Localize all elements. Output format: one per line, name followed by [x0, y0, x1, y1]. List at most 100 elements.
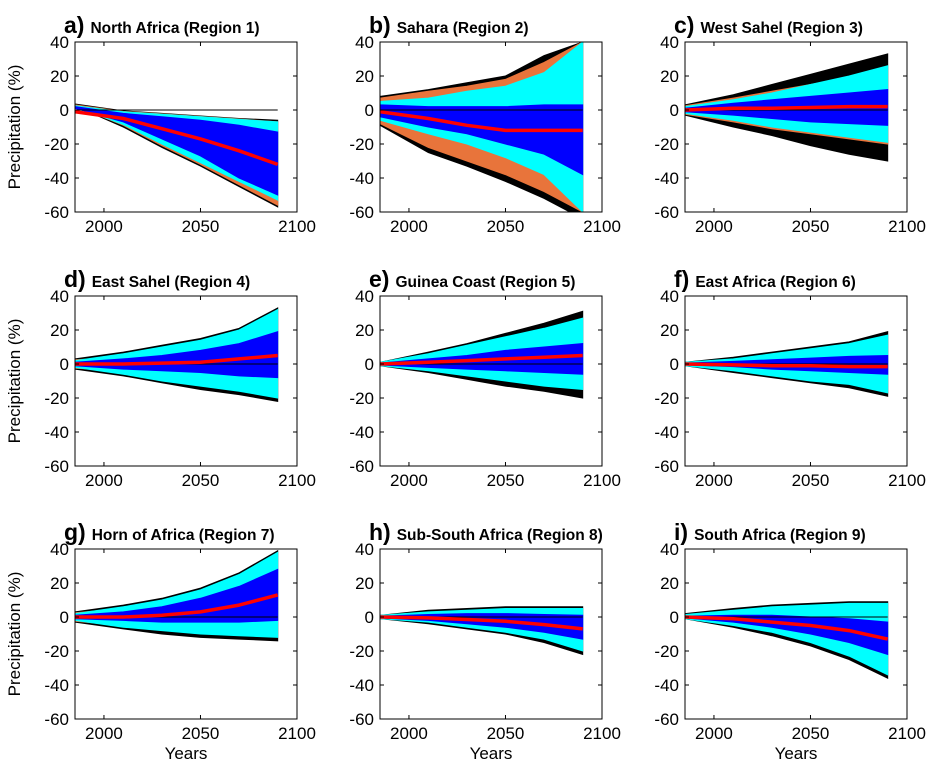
y-tick-label: -20 [44, 642, 69, 661]
y-tick-label: 20 [355, 574, 374, 593]
y-tick-label: -60 [44, 203, 69, 222]
y-tick-label: 0 [365, 355, 374, 374]
median-line [380, 615, 583, 631]
y-tick-label: 20 [50, 321, 69, 340]
median-line [685, 362, 888, 369]
x-tick-label: 2050 [487, 217, 525, 236]
x-tick-label: 2000 [695, 217, 733, 236]
y-tick-label: 0 [365, 608, 374, 627]
y-tick-label: 40 [50, 287, 69, 306]
x-tick-label: 2050 [487, 471, 525, 490]
y-tick-label: -20 [654, 135, 679, 154]
y-tick-label: 40 [660, 287, 679, 306]
panel-region-name: West Sahel (Region 3) [700, 20, 863, 37]
panel-letter: h) [369, 519, 391, 545]
panel-letter: f) [674, 266, 689, 292]
x-tick-label: 2100 [583, 724, 621, 743]
axes-box [379, 41, 603, 213]
y-tick-label: 40 [355, 540, 374, 559]
y-tick-label: -40 [349, 169, 374, 188]
x-tick-label: 2100 [278, 217, 316, 236]
x-tick-label: 2000 [390, 471, 428, 490]
plot-area [380, 310, 584, 399]
plot-area [380, 606, 584, 656]
y-axis-label: Precipitation (%) [5, 319, 24, 444]
x-tick-label: 2000 [390, 217, 428, 236]
y-tick-label: 20 [355, 321, 374, 340]
panel-title: h) Sub-South Africa (Region 8) [369, 519, 603, 545]
panel-region-name: East Africa (Region 6) [695, 274, 856, 291]
axes-box [379, 548, 603, 720]
x-tick-label: 2100 [888, 724, 926, 743]
plot-area [380, 42, 584, 212]
y-tick-label: -20 [654, 642, 679, 661]
x-tick-label: 2100 [583, 471, 621, 490]
y-tick-label: -40 [654, 676, 679, 695]
band-blue [380, 104, 584, 176]
plot-area [75, 549, 279, 642]
panel-title: c) West Sahel (Region 3) [674, 12, 863, 38]
y-tick-label: 20 [660, 321, 679, 340]
band-blue [685, 614, 889, 656]
plot-area [685, 331, 889, 397]
median-line [75, 109, 279, 167]
panel-title: g) Horn of Africa (Region 7) [64, 519, 275, 545]
y-tick-label: -40 [349, 676, 374, 695]
y-tick-label: -20 [654, 389, 679, 408]
panel-letter: i) [674, 519, 688, 545]
median-line [685, 104, 888, 112]
panel-title: f) East Africa (Region 6) [674, 266, 856, 292]
panel-title: e) Guinea Coast (Region 5) [369, 266, 575, 292]
axes-box [684, 295, 908, 467]
panel-letter: e) [369, 266, 389, 292]
y-tick-label: -40 [44, 423, 69, 442]
y-axis-label: Precipitation (%) [5, 572, 24, 697]
axes-box [684, 41, 908, 213]
x-tick-label: 2100 [583, 217, 621, 236]
x-tick-label: 2000 [85, 724, 123, 743]
panel-f: -60 -40 -20 0 20 40 2000 2050 2100 f) East Africa … [654, 266, 925, 490]
x-tick-label: 2050 [182, 217, 220, 236]
axes-box [379, 295, 603, 467]
y-tick-label: -20 [44, 389, 69, 408]
x-tick-label: 2100 [278, 471, 316, 490]
panel-region-name: Sub-South Africa (Region 8) [397, 527, 603, 544]
panel-e: -60 -40 -20 0 20 40 2000 2050 2100 e) Guinea Coast… [349, 266, 620, 490]
y-tick-label: -60 [654, 203, 679, 222]
y-tick-label: 40 [660, 540, 679, 559]
x-axis-label: Years [470, 744, 513, 763]
y-tick-label: 20 [50, 67, 69, 86]
y-tick-label: 20 [355, 67, 374, 86]
panel-d: -60 -40 -20 0 20 40 2000 2050 2100 d) East Sahel (… [5, 266, 316, 490]
panel-region-name: South Africa (Region 9) [694, 527, 866, 544]
median-line [380, 109, 583, 133]
y-tick-label: -20 [349, 135, 374, 154]
y-tick-label: 20 [660, 574, 679, 593]
x-tick-label: 2050 [792, 471, 830, 490]
x-axis-label: Years [165, 744, 208, 763]
panel-letter: a) [64, 12, 84, 38]
y-tick-label: 20 [50, 574, 69, 593]
median-line [75, 593, 279, 619]
y-tick-label: 0 [60, 101, 69, 120]
y-tick-label: -40 [44, 169, 69, 188]
x-tick-label: 2000 [695, 471, 733, 490]
x-tick-label: 2050 [487, 724, 525, 743]
y-tick-label: 40 [355, 33, 374, 52]
panel-letter: g) [64, 519, 86, 545]
x-tick-label: 2000 [390, 724, 428, 743]
y-tick-label: -40 [654, 169, 679, 188]
panel-region-name: Sahara (Region 2) [397, 20, 529, 37]
y-tick-label: -60 [349, 457, 374, 476]
panel-a: -60 -40 -20 0 20 40 2000 2050 2100 a) North Africa… [5, 12, 316, 236]
y-tick-label: -60 [349, 710, 374, 729]
panel-region-name: Guinea Coast (Region 5) [395, 274, 575, 291]
y-tick-label: 0 [670, 608, 679, 627]
y-tick-label: 0 [670, 101, 679, 120]
y-tick-label: 40 [50, 540, 69, 559]
y-tick-label: -20 [349, 642, 374, 661]
panel-i: -60 -40 -20 0 20 40 2000 2050 2100 i) South Africa… [654, 519, 925, 763]
panel-title: a) North Africa (Region 1) [64, 12, 260, 38]
x-tick-label: 2100 [278, 724, 316, 743]
panel-h: -60 -40 -20 0 20 40 2000 2050 2100 h) Sub-South Af… [349, 519, 620, 763]
